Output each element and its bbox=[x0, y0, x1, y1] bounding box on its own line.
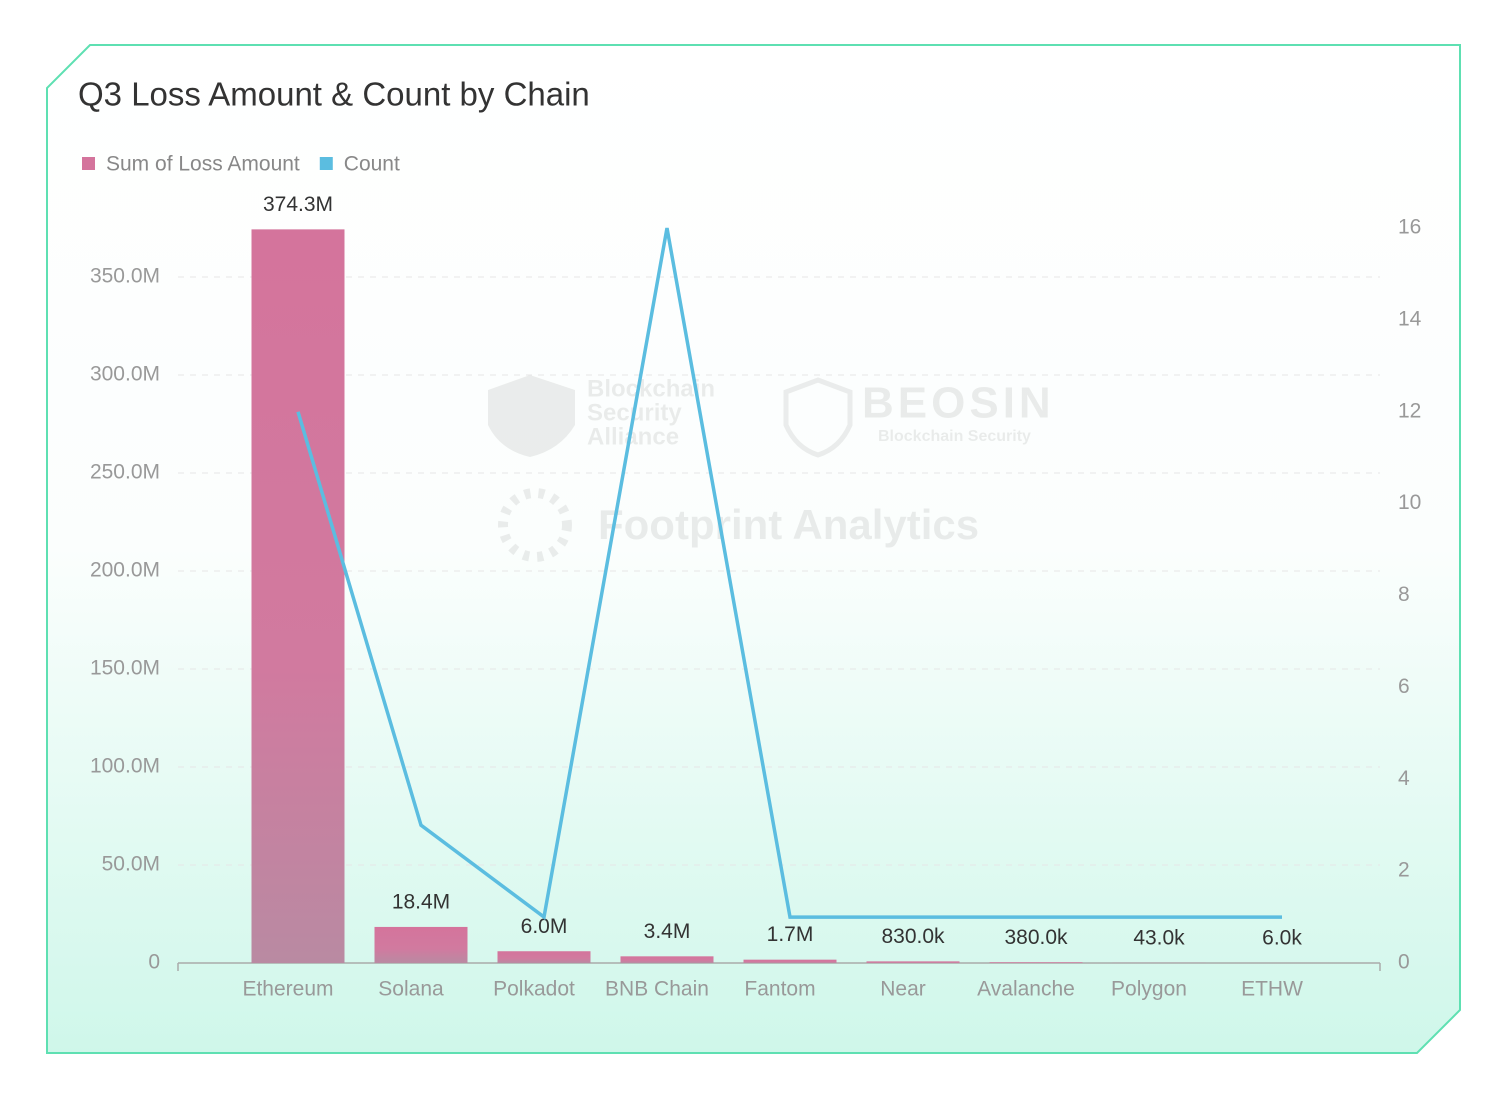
x-tick-label: Fantom bbox=[744, 978, 815, 1001]
y-tick-label: 0 bbox=[148, 951, 160, 974]
y-tick-label: 350.0M bbox=[90, 265, 160, 288]
y2-tick-label: 16 bbox=[1398, 216, 1421, 239]
y-tick-label: 50.0M bbox=[102, 853, 160, 876]
x-tick-label: Polygon bbox=[1111, 978, 1187, 1001]
value-label: 3.4M bbox=[644, 920, 691, 943]
x-tick-label: ETHW bbox=[1241, 978, 1303, 1001]
x-tick-label: Solana bbox=[378, 978, 444, 1001]
x-tick-label: BNB Chain bbox=[605, 978, 709, 1001]
watermark-text: BEOSIN bbox=[862, 379, 1055, 428]
bar bbox=[867, 961, 960, 963]
x-tick-label: Avalanche bbox=[977, 978, 1075, 1001]
value-label: 374.3M bbox=[263, 193, 333, 216]
bar bbox=[621, 956, 714, 963]
x-tick-label: Near bbox=[880, 978, 926, 1001]
y2-tick-label: 2 bbox=[1398, 859, 1410, 882]
y2-tick-label: 10 bbox=[1398, 491, 1421, 514]
bar bbox=[252, 229, 345, 963]
y-tick-label: 200.0M bbox=[90, 559, 160, 582]
y2-tick-label: 4 bbox=[1398, 767, 1410, 790]
y2-tick-label: 14 bbox=[1398, 307, 1422, 330]
watermark-text: Footprint Analytics bbox=[598, 501, 979, 548]
legend-swatch bbox=[82, 157, 95, 170]
bar bbox=[498, 951, 591, 963]
value-label: 18.4M bbox=[392, 890, 450, 913]
value-label: 43.0k bbox=[1133, 926, 1185, 949]
bar bbox=[375, 927, 468, 963]
y-tick-label: 100.0M bbox=[90, 755, 160, 778]
legend-label: Sum of Loss Amount bbox=[106, 153, 300, 176]
legend-label: Count bbox=[344, 153, 400, 176]
x-tick-label: Ethereum bbox=[242, 978, 333, 1001]
bar bbox=[990, 962, 1083, 963]
bar bbox=[744, 960, 837, 963]
y-tick-label: 250.0M bbox=[90, 461, 160, 484]
watermark-text: Blockchain Security bbox=[878, 428, 1031, 445]
y2-tick-label: 12 bbox=[1398, 399, 1421, 422]
y2-tick-label: 8 bbox=[1398, 583, 1410, 606]
chart-title: Q3 Loss Amount & Count by Chain bbox=[78, 76, 590, 113]
legend-swatch bbox=[320, 157, 333, 170]
value-label: 1.7M bbox=[767, 923, 814, 946]
y-tick-label: 300.0M bbox=[90, 363, 160, 386]
value-label: 830.0k bbox=[881, 925, 945, 948]
y-tick-label: 150.0M bbox=[90, 657, 160, 680]
y2-tick-label: 6 bbox=[1398, 675, 1410, 698]
x-tick-label: Polkadot bbox=[493, 978, 575, 1001]
value-label: 6.0k bbox=[1262, 927, 1302, 950]
value-label: 380.0k bbox=[1004, 926, 1068, 949]
y2-tick-label: 0 bbox=[1398, 951, 1410, 974]
